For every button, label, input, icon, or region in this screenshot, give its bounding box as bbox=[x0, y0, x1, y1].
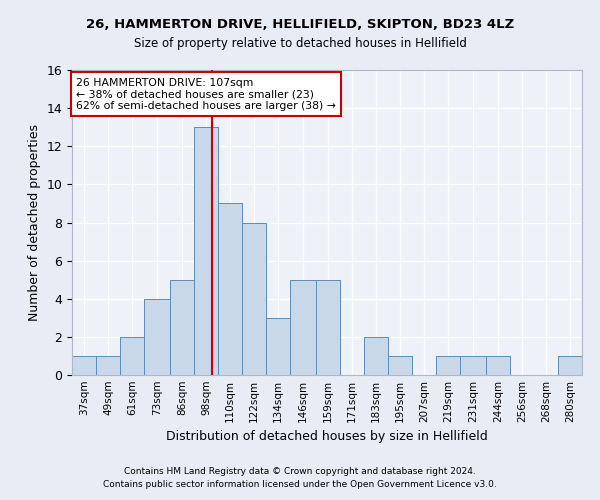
Bar bbox=[194, 127, 218, 375]
Bar bbox=[388, 356, 412, 375]
Bar bbox=[96, 356, 120, 375]
Bar bbox=[316, 280, 340, 375]
Bar bbox=[460, 356, 486, 375]
Text: 26, HAMMERTON DRIVE, HELLIFIELD, SKIPTON, BD23 4LZ: 26, HAMMERTON DRIVE, HELLIFIELD, SKIPTON… bbox=[86, 18, 514, 30]
Bar bbox=[436, 356, 460, 375]
Text: Contains HM Land Registry data © Crown copyright and database right 2024.: Contains HM Land Registry data © Crown c… bbox=[124, 467, 476, 476]
Bar bbox=[170, 280, 194, 375]
Bar bbox=[266, 318, 290, 375]
Bar bbox=[72, 356, 96, 375]
Text: 26 HAMMERTON DRIVE: 107sqm
← 38% of detached houses are smaller (23)
62% of semi: 26 HAMMERTON DRIVE: 107sqm ← 38% of deta… bbox=[76, 78, 336, 111]
Bar bbox=[558, 356, 582, 375]
Bar bbox=[144, 298, 170, 375]
Bar bbox=[290, 280, 316, 375]
Text: Size of property relative to detached houses in Hellifield: Size of property relative to detached ho… bbox=[134, 38, 466, 51]
Bar bbox=[242, 222, 266, 375]
Y-axis label: Number of detached properties: Number of detached properties bbox=[28, 124, 41, 321]
Text: Contains public sector information licensed under the Open Government Licence v3: Contains public sector information licen… bbox=[103, 480, 497, 489]
Bar bbox=[364, 337, 388, 375]
Bar bbox=[218, 204, 242, 375]
X-axis label: Distribution of detached houses by size in Hellifield: Distribution of detached houses by size … bbox=[166, 430, 488, 444]
Bar bbox=[486, 356, 510, 375]
Bar bbox=[120, 337, 144, 375]
